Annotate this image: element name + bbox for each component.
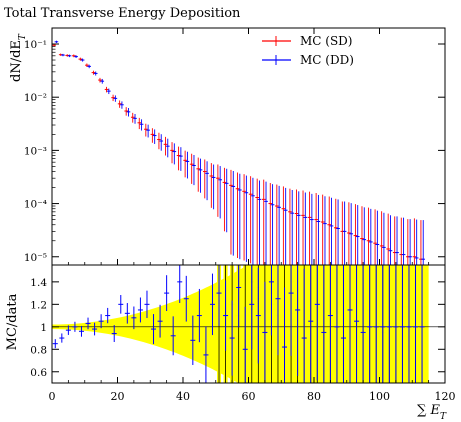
legend-label-dd: MC (DD) bbox=[300, 53, 354, 67]
x-tick-label: 20 bbox=[111, 390, 125, 403]
ratio-tick-label: 0.6 bbox=[30, 367, 47, 379]
y-tick-label: 10⁻⁵ bbox=[24, 252, 47, 264]
y-tick-label: 10⁻³ bbox=[24, 145, 47, 157]
ratio-tick-label: 0.8 bbox=[30, 344, 47, 356]
legend-label-sd: MC (SD) bbox=[300, 34, 353, 48]
x-tick-label: 0 bbox=[49, 390, 56, 403]
x-tick-label: 40 bbox=[176, 390, 190, 403]
axes: 0 20 40 60 80 100 120 10⁻¹ 10⁻² 10⁻³ 10⁻⁴ 10⁻⁵ 0.6 0.… bbox=[24, 27, 456, 403]
x-tick-label: 120 bbox=[435, 390, 456, 403]
ratio-tick-label: 1 bbox=[40, 322, 47, 334]
x-tick-label: 80 bbox=[307, 390, 321, 403]
ratio-y-axis-label: MC/data bbox=[5, 293, 20, 350]
ratio-tick-label: 1.4 bbox=[30, 277, 47, 289]
chart-title: Total Transverse Energy Deposition bbox=[4, 6, 241, 21]
y-tick-label: 10⁻⁴ bbox=[24, 199, 47, 211]
y-tick-label: 10⁻² bbox=[24, 92, 47, 104]
x-axis-label: ∑ ET bbox=[417, 403, 447, 422]
main-points bbox=[52, 40, 426, 265]
y-axis-label: dN/dET bbox=[9, 33, 28, 82]
ratio-tick-label: 1.2 bbox=[30, 299, 47, 311]
legend: MC (SD) MC (DD) bbox=[262, 34, 354, 67]
x-tick-label: 60 bbox=[242, 390, 256, 403]
ratio-points bbox=[52, 265, 425, 383]
y-tick-label: 10⁻¹ bbox=[24, 39, 47, 51]
x-tick-label: 100 bbox=[369, 390, 390, 403]
main-frame bbox=[51, 27, 446, 266]
